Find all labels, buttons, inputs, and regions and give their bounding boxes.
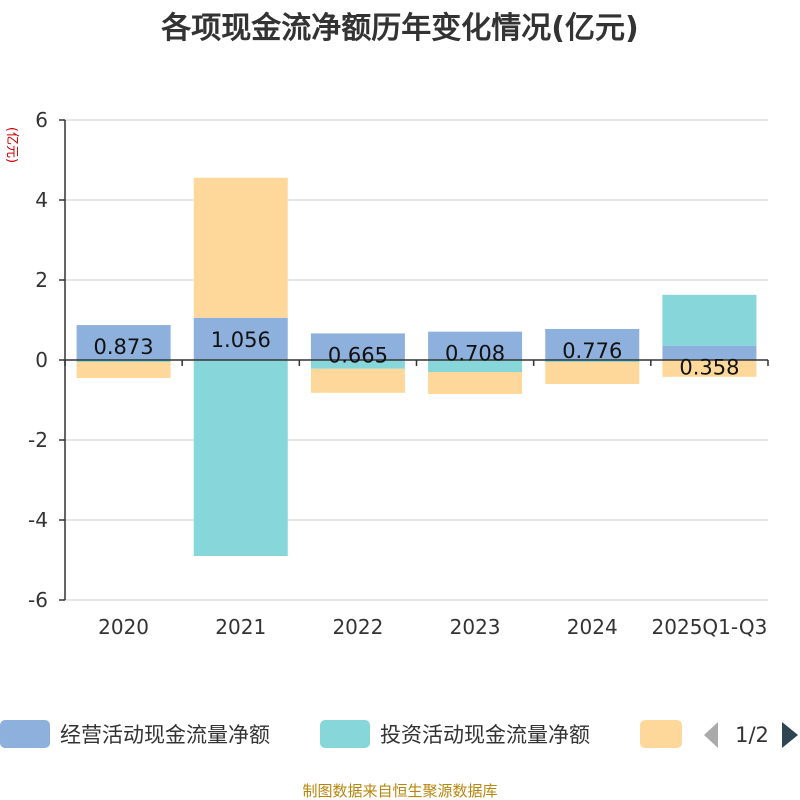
bar-s2-3 xyxy=(428,372,523,394)
data-label-4: 0.776 xyxy=(562,339,622,363)
bar-s0-2 xyxy=(310,333,405,360)
bar-s0-1 xyxy=(193,317,288,360)
y-tick-label-5: -4 xyxy=(28,508,48,532)
triangle-left-icon[interactable] xyxy=(704,722,718,748)
data-label-0: 0.873 xyxy=(94,335,154,359)
x-tick-label-2: 2022 xyxy=(332,615,383,639)
legend-swatch-third[interactable] xyxy=(640,720,682,748)
legend-label-investing[interactable]: 投资活动现金流量净额 xyxy=(380,723,590,747)
x-tick-label-5: 2025Q1-Q3 xyxy=(652,615,768,639)
x-tick-label-0: 2020 xyxy=(98,615,149,639)
data-label-5: 0.358 xyxy=(679,356,739,380)
legend-swatch-operating[interactable] xyxy=(0,720,50,748)
bar-s1-2 xyxy=(310,360,405,369)
y-tick-label-1: 4 xyxy=(35,188,48,212)
legend-swatch-investing[interactable] xyxy=(320,720,370,748)
triangle-right-icon[interactable] xyxy=(782,722,798,748)
y-tick-label-0: 6 xyxy=(35,108,48,132)
bar-s0-0 xyxy=(76,325,171,360)
bar-s2-5 xyxy=(662,360,757,377)
bar-s1-3 xyxy=(428,360,523,372)
y-tick-label-2: 2 xyxy=(35,268,48,292)
legend-page-indicator: 1/2 xyxy=(735,723,769,747)
data-labels: 0.873 1.056 0.665 0.708 0.776 0.358 xyxy=(94,328,740,380)
legend-label-operating[interactable]: 经营活动现金流量净额 xyxy=(60,723,270,747)
source-note: 制图数据来自恒生聚源数据库 xyxy=(302,782,497,800)
bar-s0-5 xyxy=(662,345,757,360)
bar-s2-1 xyxy=(193,177,288,318)
chart-title: 各项现金流净额历年变化情况(亿元) xyxy=(160,11,638,46)
bar-s2-0 xyxy=(76,362,171,378)
bar-s1-4 xyxy=(545,360,640,362)
y-tick-label-3: 0 xyxy=(35,348,48,372)
data-label-1: 1.056 xyxy=(211,328,271,352)
x-tick-label-4: 2024 xyxy=(567,615,618,639)
bar-s1-0 xyxy=(76,360,171,362)
tick-labels: 6 4 2 0 -2 -4 -6 2020 2021 2022 2023 2024 2025Q1-Q3 xyxy=(28,108,767,639)
bars xyxy=(76,177,757,556)
bar-s2-4 xyxy=(545,362,640,384)
y-axis-unit-label: (亿元) xyxy=(4,127,19,163)
bar-s1-5 xyxy=(662,294,757,346)
bar-s0-3 xyxy=(428,331,523,360)
bar-s1-1 xyxy=(193,360,288,556)
axes xyxy=(59,119,769,601)
bar-s0-4 xyxy=(545,328,640,360)
bar-s2-2 xyxy=(310,368,405,393)
y-tick-label-6: -6 xyxy=(28,588,48,612)
y-tick-label-4: -2 xyxy=(28,428,48,452)
x-tick-label-1: 2021 xyxy=(215,615,266,639)
data-label-3: 0.708 xyxy=(445,342,505,366)
data-label-2: 0.665 xyxy=(328,343,388,367)
legend: 经营活动现金流量净额 投资活动现金流量净额 1/2 xyxy=(0,720,798,748)
x-tick-label-3: 2023 xyxy=(450,615,501,639)
gridlines xyxy=(65,119,768,601)
